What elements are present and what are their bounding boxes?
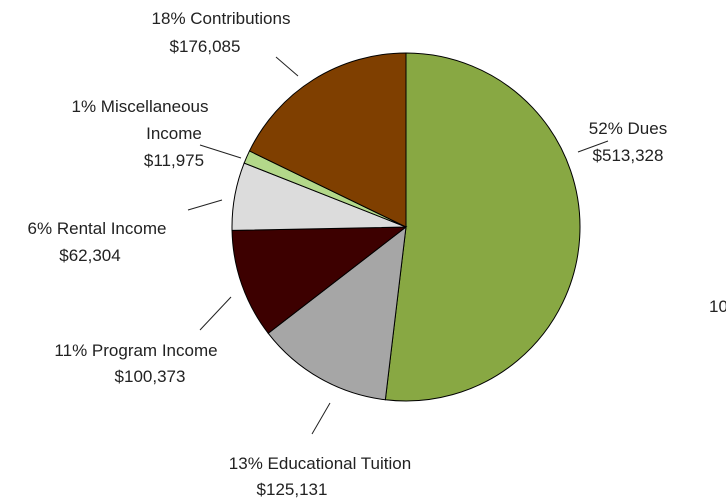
leader-line-miscellaneous-income	[199, 144, 242, 159]
clipped-label-text: 10	[709, 297, 726, 316]
pie-slice-dues	[384, 52, 581, 402]
pie-slice-educational-tuition	[267, 225, 407, 401]
label-educational-tuition-percent: 13% Educational Tuition	[229, 454, 411, 473]
pie-slices	[231, 52, 581, 402]
label-rental-income-amount: $62,304	[59, 246, 120, 265]
leader-line-dues	[577, 140, 609, 153]
label-rental-income-percent: 6% Rental Income	[28, 219, 167, 238]
label-program-income-percent: 11% Program Income	[54, 341, 217, 360]
leader-line-contributions	[275, 56, 299, 77]
label-miscellaneous-income-line2: Income	[146, 124, 202, 143]
label-educational-tuition-amount: $125,131	[257, 480, 328, 499]
label-miscellaneous-income-percent: 1% Miscellaneous	[71, 97, 208, 116]
label-dues-amount: $513,328	[593, 146, 664, 165]
label-miscellaneous-income-amount: $11,975	[144, 151, 204, 170]
label-dues-percent: 52% Dues	[589, 119, 667, 138]
label-contributions-percent: 18% Contributions	[152, 9, 291, 28]
leader-line-rental-income	[187, 199, 223, 211]
leader-line-educational-tuition	[311, 402, 331, 435]
leader-line-program-income	[199, 296, 232, 331]
label-program-income-amount: $100,373	[115, 367, 186, 386]
pie-slice-program-income	[231, 226, 408, 334]
pie-slice-contributions	[248, 52, 407, 228]
label-contributions-amount: $176,085	[170, 37, 241, 56]
